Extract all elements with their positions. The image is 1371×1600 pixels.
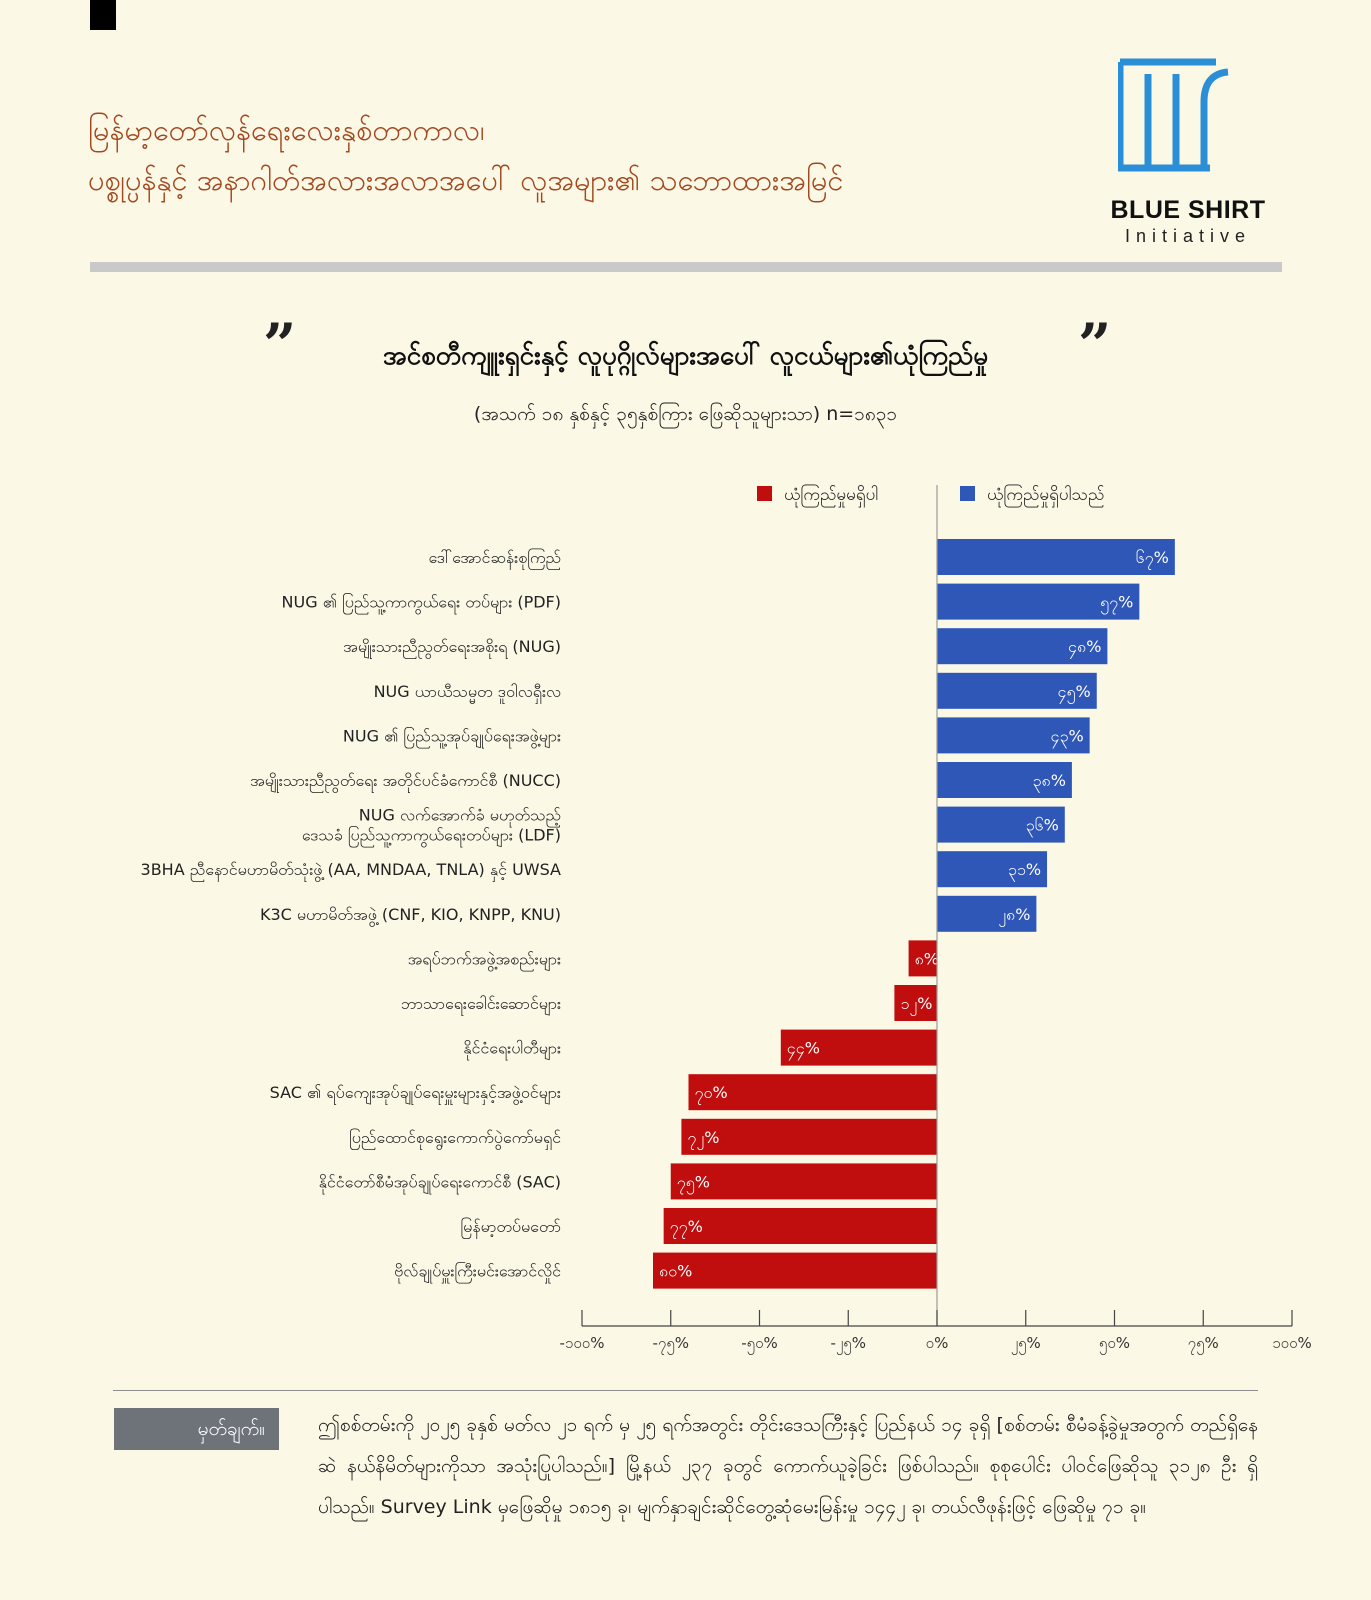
chart-title: အင်စတီကျူးရှင်းနှင့် လူပုဂ္ဂိုလ်များအပေါ… (382, 341, 989, 371)
logo-subtitle: Initiative (1124, 226, 1252, 246)
corner-mark (90, 0, 116, 30)
bar-0 (937, 539, 1175, 575)
page-title-line1: မြန်မာ့တော်လှန်ရေးလေးနှစ်တာကာလ၊ (88, 113, 485, 147)
bar-value-label-8: ၂၈% (998, 905, 1030, 927)
bar-10 (894, 985, 937, 1021)
category-label-13: ပြည်ထောင်စုရွေးကောက်ပွဲကော်မရှင် (349, 1128, 561, 1150)
bar-14 (670, 1163, 937, 1200)
bar-value-label-1: ၅၇% (1100, 593, 1133, 615)
bar-value-label-14: ၇၅% (677, 1172, 710, 1194)
bar-value-label-4: ၄၃% (1050, 726, 1083, 748)
bar-value-label-0: ၆၇% (1136, 548, 1169, 570)
bar-15 (663, 1208, 937, 1244)
bar-8 (937, 895, 1037, 932)
legend-label-distrust: ယုံကြည်မှုမရှိပါ (784, 485, 879, 505)
category-label-4: NUG ၏ ပြည်သူ့အုပ်ချုပ်ရေးအဖွဲ့များ (343, 726, 561, 748)
bar-value-label-12: ၇၀% (695, 1083, 728, 1105)
legend-item-distrust: ယုံကြည်မှုမရှိပါ (757, 484, 878, 508)
bar-7 (937, 851, 1048, 888)
x-tick-label-0: -၁၀၀% (560, 1334, 605, 1352)
logo-mark-icon (1118, 58, 1229, 172)
notes-divider (113, 1390, 1258, 1391)
category-label-3: NUG ယာယီသမ္မတ ဒူဝါလရှီးလ (374, 682, 561, 704)
notes-text: ဤစစ်တမ်းကို ၂၀၂၅ ခုနှစ် မတ်လ ၂၁ ရက် မှ ၂… (318, 1414, 1258, 1518)
open-quote-icon: ” (263, 311, 297, 379)
category-label-8: K3C မဟာမိတ်အဖွဲ့ (CNF, KIO, KNPP, KNU) (260, 905, 561, 927)
bar-value-label-10: ၁၂% (900, 994, 932, 1016)
bar-chart: ၆၇% ဒေါ်အောင်ဆန်းစုကြည်၅၇% NUG ၏ ပြည်သူ့ကာ… (141, 485, 1312, 1355)
bar-value-label-13: ၇၂% (687, 1128, 719, 1150)
close-quote-icon: ” (1078, 311, 1112, 379)
x-tick-label-4: ၀% (926, 1334, 949, 1352)
bar-value-label-7: ၃၁% (1008, 860, 1041, 882)
bar-value-label-3: ၄၅% (1058, 682, 1091, 704)
blue-shirt-logo: BLUE SHIRT Initiative (1111, 58, 1265, 248)
logo-name: BLUE SHIRT (1110, 196, 1266, 224)
category-label-7: 3BHA ညီနောင်မဟာမိတ်သုံးဖွဲ့ (AA, MNDAA, … (141, 860, 562, 882)
bar-6 (937, 806, 1065, 843)
bar-value-label-11: ၄၄% (787, 1039, 820, 1061)
category-label-0: ဒေါ်အောင်ဆန်းစုကြည် (429, 548, 562, 570)
bar-4 (937, 717, 1090, 754)
category-label-1: NUG ၏ ပြည်သူ့ကာကွယ်ရေး တပ်များ (PDF) (282, 593, 561, 615)
bar-value-label-15: ၇၇% (670, 1217, 703, 1239)
bar-3 (937, 672, 1097, 709)
bar-value-label-6: ၃၆% (1026, 816, 1059, 838)
bar-value-label-16: ၈၀% (659, 1262, 692, 1281)
category-label-6: NUG လက်အောက်ခံ မဟုတ်သည့်ဒေသခံ ပြည်သူ့ကာက… (302, 806, 561, 848)
category-label-11: နိုင်ငံရေးပါတီများ (463, 1039, 561, 1061)
x-tick-label-3: -၂၅% (831, 1334, 866, 1355)
category-label-5: အမျိုးသားညီညွတ်ရေး အတိုင်ပင်ခံကောင်စီ (N… (250, 771, 561, 793)
bar-16 (653, 1252, 937, 1289)
legend-item-trust: ယုံကြည်မှုရှိပါသည် (960, 484, 1104, 508)
category-label-12: SAC ၏ ရပ်ကျေးအုပ်ချုပ်ရေးမှူးများနှင့်အဖ… (270, 1083, 561, 1105)
x-tick-label-6: ၅၀% (1099, 1334, 1130, 1355)
bar-1 (937, 583, 1140, 620)
category-label-9: အရပ်ဘက်အဖွဲ့အစည်းများ (408, 949, 561, 971)
legend-label-trust: ယုံကြည်မှုရှိပါသည် (987, 485, 1105, 505)
bar-5 (937, 762, 1072, 798)
legend-swatch-blue (960, 486, 975, 501)
category-label-15: မြန်မာ့တပ်မတော် (460, 1217, 561, 1239)
bar-9 (908, 940, 937, 977)
bar-12 (688, 1074, 937, 1111)
x-tick-label-5: ၂၅% (1011, 1334, 1041, 1355)
category-label-16: ဗိုလ်ချုပ်မှူးကြီးမင်းအောင်လှိုင် (394, 1262, 561, 1284)
header-divider (90, 262, 1282, 272)
bar-value-label-2: ၄၈% (1068, 637, 1101, 659)
chart-subtitle: (အသက် ၁၈ နှစ်နှင့် ၃၅နှစ်ကြား ဖြေဆိုသူမျ… (473, 403, 898, 425)
x-tick-label-1: -၇၅% (652, 1334, 689, 1355)
x-tick-label-2: -၅၀% (741, 1334, 778, 1355)
category-label-14: နိုင်ငံတော်စီမံအုပ်ချုပ်ရေးကောင်စီ (SAC) (319, 1172, 561, 1194)
legend-swatch-red (757, 486, 772, 501)
bar-11 (780, 1029, 937, 1066)
category-label-10: ဘာသာရေးခေါင်းဆောင်များ (401, 994, 561, 1016)
bar-2 (937, 628, 1108, 665)
bar-value-label-5: ၃၈% (1033, 771, 1066, 793)
notes-label: မှတ်ချက်။ (114, 1408, 279, 1450)
category-label-2: အမျိုးသားညီညွတ်ရေးအစိုးရ (NUG) (343, 637, 561, 659)
page-title-line2: ပစ္စုပ္ပန်နှင့် အနာဂါတ်အလားအလာအပေါ် လူအမ… (88, 163, 844, 197)
bar-value-label-9: ၈% (915, 949, 939, 968)
x-tick-label-7: ၇၅% (1188, 1334, 1219, 1355)
bar-13 (681, 1118, 937, 1155)
x-tick-label-8: ၁၀၀% (1272, 1334, 1312, 1352)
